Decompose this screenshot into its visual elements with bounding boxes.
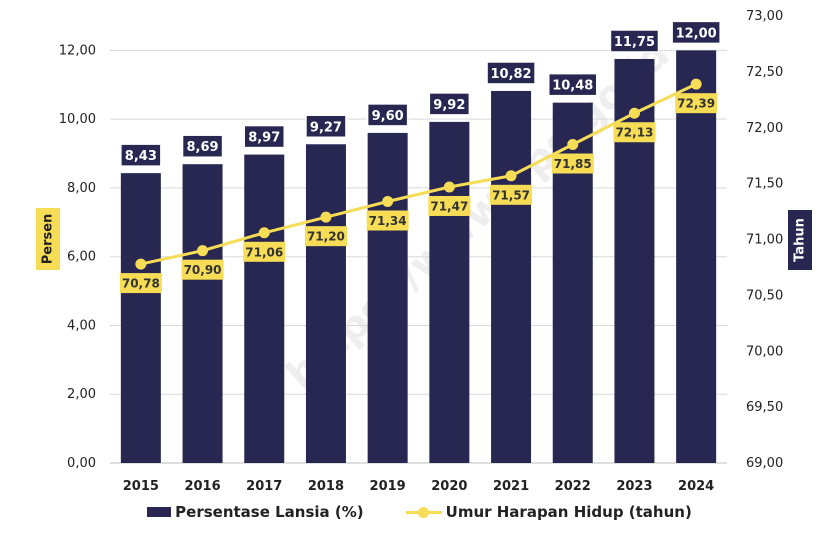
bar-data-label: 9,92 [433, 98, 465, 113]
line-point [567, 139, 579, 151]
line-label-box [181, 259, 224, 280]
bar-data-label: 9,27 [310, 120, 342, 135]
bar [491, 90, 532, 463]
y2-tick-label: 71,00 [746, 233, 783, 248]
legend-item-bars: Persentase Lansia (%) [147, 503, 364, 521]
line-data-label: 71,34 [369, 214, 407, 228]
y2-tick-label: 69,50 [746, 400, 783, 415]
bar-label-box [305, 114, 347, 139]
line-label-box [304, 226, 347, 247]
line-data-label: 71,20 [307, 230, 345, 244]
bar [120, 173, 161, 463]
bar [182, 164, 223, 463]
bar-label-box [366, 103, 409, 127]
x-tick-label: 2022 [555, 479, 591, 494]
line-label-box [366, 210, 409, 231]
line-point [135, 258, 147, 270]
line-point [690, 78, 702, 90]
bar [429, 121, 470, 464]
line-data-label: 71,85 [554, 157, 592, 171]
y2-tick-label: 73,00 [746, 9, 783, 24]
line-data-label: 71,47 [430, 199, 468, 213]
bar [676, 50, 717, 464]
bar-data-label: 12,00 [676, 26, 717, 41]
y2-axis-title: Tahun [793, 218, 808, 262]
y2-tick-label: 70,00 [746, 344, 783, 359]
x-tick-label: 2016 [184, 479, 220, 494]
line-label-box [551, 153, 594, 174]
legend-line-label: Umur Harapan Hidup (tahun) [445, 503, 692, 521]
legend-bar-swatch [147, 507, 172, 517]
legend-line-swatch [405, 506, 442, 518]
bar-label-box [486, 61, 536, 85]
line-label-box [490, 184, 533, 205]
line-data-label: 70,90 [184, 263, 222, 277]
y-axis-title: Persen [41, 214, 56, 265]
bar-label-box [428, 92, 471, 116]
y-tick-label: 4,00 [67, 318, 96, 333]
x-tick-label: 2019 [370, 479, 406, 494]
bar-data-label: 10,48 [552, 79, 593, 94]
line-data-label: 72,13 [615, 126, 653, 140]
line-data-label: 71,06 [245, 245, 283, 259]
y-tick-label: 0,00 [67, 456, 96, 471]
chart-legend: Persentase Lansia (%) Umur Harapan Hidup… [0, 503, 839, 521]
y2-tick-label: 72,50 [746, 65, 783, 80]
line-point [628, 107, 640, 119]
x-tick-label: 2017 [246, 479, 282, 494]
bar [305, 144, 346, 463]
line-label-box [428, 195, 471, 216]
y2-tick-label: 69,00 [746, 456, 783, 471]
y-tick-label: 8,00 [67, 181, 96, 196]
bar-data-label: 10,82 [490, 67, 531, 82]
line-point [197, 245, 209, 257]
line-label-box [613, 122, 656, 143]
x-tick-label: 2018 [308, 479, 344, 494]
line-label-box [243, 241, 286, 262]
y-tick-label: 12,00 [59, 43, 96, 58]
line-point [320, 211, 332, 223]
line-point [258, 227, 270, 239]
bar [244, 154, 285, 463]
y-tick-label: 6,00 [67, 250, 96, 265]
bar-data-label: 9,60 [372, 109, 404, 124]
y-tick-label: 2,00 [67, 387, 96, 402]
line-data-label: 72,39 [677, 97, 715, 111]
line-series [140, 82, 697, 266]
line-point [505, 170, 517, 182]
y2-axis-title-badge [788, 210, 812, 270]
legend-bar-label: Persentase Lansia (%) [175, 503, 364, 521]
bar-label-box [243, 124, 285, 149]
bar-label-box [120, 143, 162, 167]
line-label-box [675, 93, 718, 114]
y-axis-title-badge [36, 208, 60, 270]
line-label-box [119, 273, 162, 294]
bar-data-label: 8,97 [248, 131, 280, 146]
line-data-label: 71,57 [492, 188, 530, 202]
bar-label-box [609, 29, 660, 53]
y2-tick-label: 70,50 [746, 288, 783, 303]
legend-item-line: Umur Harapan Hidup (tahun) [405, 503, 692, 521]
y2-tick-label: 71,50 [746, 177, 783, 192]
line-point [382, 196, 394, 208]
bar-label-box [671, 20, 721, 45]
bar-data-label: 8,69 [187, 140, 219, 155]
x-tick-label: 2020 [431, 479, 467, 494]
x-tick-label: 2015 [123, 479, 159, 494]
line-point [443, 181, 455, 193]
bar-data-label: 8,43 [125, 149, 157, 164]
bar-label-box [548, 72, 598, 97]
line-data-label: 70,78 [122, 277, 160, 291]
bar-data-label: 11,75 [614, 35, 655, 50]
bar-label-box [181, 134, 224, 158]
x-tick-label: 2024 [678, 479, 714, 494]
bar [367, 132, 408, 463]
x-tick-label: 2021 [493, 479, 529, 494]
x-tick-label: 2023 [616, 479, 652, 494]
y2-tick-label: 72,00 [746, 121, 783, 136]
y-tick-label: 10,00 [59, 112, 96, 127]
